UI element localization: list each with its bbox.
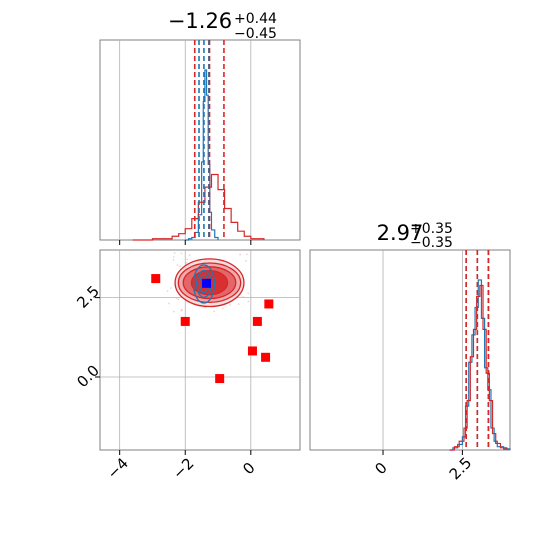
sample-dot bbox=[170, 287, 172, 289]
histogram-step bbox=[185, 69, 219, 241]
tick-marks bbox=[95, 297, 252, 455]
red-point bbox=[247, 346, 257, 356]
sample-dot bbox=[244, 260, 247, 262]
highlight-points bbox=[151, 274, 274, 384]
red-point bbox=[261, 352, 271, 362]
title-param-2: 2.97 bbox=[377, 221, 424, 245]
x-tick-labels: 0 2.5 bbox=[371, 454, 475, 484]
sample-dot bbox=[242, 296, 245, 298]
sample-dot bbox=[172, 310, 175, 313]
y-tick-label: 0.0 bbox=[73, 361, 103, 391]
panel-marginal-param-2: 0 2.5 2.97 +0.35 −0.35 bbox=[309, 221, 511, 484]
y-tick-labels: 0.0 2.5 bbox=[73, 282, 103, 391]
histogram-step bbox=[449, 284, 508, 451]
sample-dot bbox=[247, 292, 250, 295]
red-point bbox=[252, 316, 262, 326]
sample-dot bbox=[188, 254, 191, 257]
sample-dot bbox=[246, 253, 248, 256]
sample-dot bbox=[168, 302, 170, 305]
contour-level bbox=[192, 264, 216, 304]
sample-dot bbox=[166, 290, 169, 293]
sample-dot bbox=[247, 300, 250, 303]
title-param-2-value: 2.97 bbox=[377, 221, 424, 245]
x-tick-label: −2 bbox=[169, 454, 197, 482]
title-param-1-lower: −0.45 bbox=[234, 26, 277, 42]
sample-dot bbox=[213, 310, 216, 313]
red-point bbox=[215, 374, 225, 384]
contour-level bbox=[196, 269, 212, 298]
sample-dot bbox=[222, 307, 224, 310]
x-tick-labels: −4 −2 0 bbox=[104, 454, 259, 482]
quantile-lines bbox=[465, 250, 490, 450]
sample-dot bbox=[237, 303, 240, 305]
x-tick-marks bbox=[382, 450, 463, 455]
sample-dot bbox=[185, 261, 188, 264]
red-point bbox=[151, 274, 161, 284]
sample-dot bbox=[173, 252, 176, 255]
sample-dot bbox=[229, 304, 232, 306]
histogram-series bbox=[449, 279, 511, 451]
sample-dot bbox=[175, 297, 178, 300]
red-point bbox=[264, 299, 274, 309]
title-param-1-value: −1.26 bbox=[168, 9, 232, 33]
x-tick-label: −4 bbox=[104, 454, 132, 482]
x-tick-label: 0 bbox=[371, 459, 390, 478]
sample-dot bbox=[172, 256, 175, 258]
x-tick-marks bbox=[119, 240, 252, 245]
sample-dot bbox=[177, 298, 180, 301]
sample-dot bbox=[180, 252, 183, 255]
x-tick-label: 0 bbox=[239, 459, 258, 478]
x-tick-label: 2.5 bbox=[446, 454, 476, 484]
panel-joint: −4 −2 0 0.0 2.5 bbox=[73, 249, 301, 483]
title-param-2-lower: −0.35 bbox=[410, 235, 453, 251]
y-tick-label: 2.5 bbox=[73, 282, 103, 312]
sample-dot bbox=[180, 309, 183, 312]
panel-frame bbox=[99, 39, 301, 241]
title-param-1-upper: +0.44 bbox=[234, 11, 277, 27]
title-param-1: −1.26 bbox=[168, 9, 232, 33]
grid-lines bbox=[382, 250, 463, 450]
panel-marginal-param-1: −1.26 +0.44 −0.45 bbox=[99, 9, 301, 245]
sample-dot bbox=[179, 265, 181, 268]
sample-dot bbox=[186, 258, 189, 261]
sample-dot bbox=[239, 253, 241, 256]
sample-dot bbox=[176, 264, 179, 266]
title-param-2-upper: +0.35 bbox=[410, 221, 453, 237]
sample-dot bbox=[172, 258, 175, 261]
grid-lines bbox=[119, 40, 252, 240]
blue-point bbox=[202, 278, 212, 288]
quantile-lines bbox=[193, 40, 225, 240]
red-point bbox=[180, 316, 190, 326]
